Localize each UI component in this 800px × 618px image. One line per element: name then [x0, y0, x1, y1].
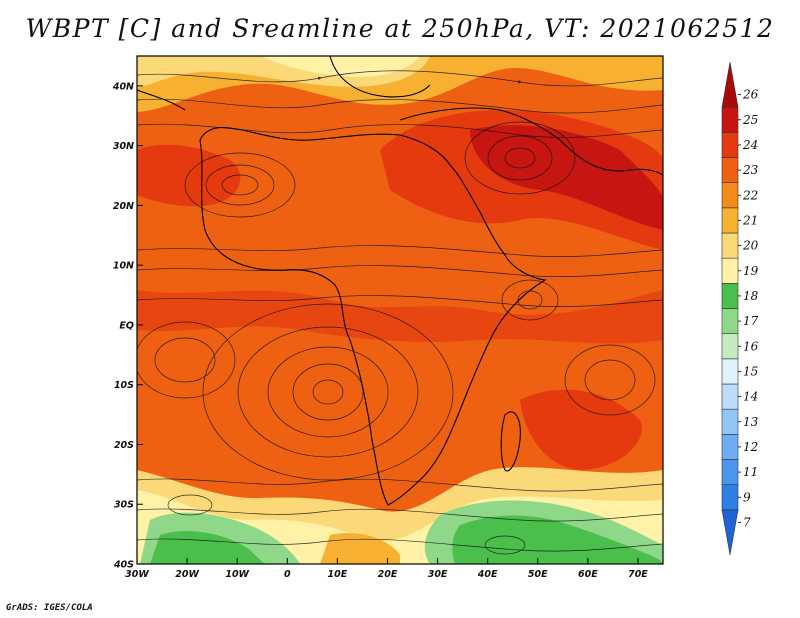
lon-tick-label: 50E: [528, 569, 548, 580]
colorbar-segment: [721, 358, 739, 385]
colorbar-segment: [721, 132, 739, 158]
longitude-axis: 30W 20W 10W 0 10E 20E 30E 40E 50E 60E 70E: [125, 558, 648, 580]
colorbar-segment: [721, 207, 739, 234]
colorbar-label: 7: [743, 515, 751, 529]
colorbar-label: 22: [742, 188, 758, 202]
lat-tick-label: 40S: [113, 560, 134, 571]
colorbar-segment: [721, 232, 739, 259]
colorbar-label: 17: [743, 314, 759, 328]
colorbar-label: 21: [742, 213, 758, 227]
lon-tick-label: 40E: [477, 569, 498, 580]
colorbar-label: 20: [742, 239, 759, 253]
lat-tick-label: 30N: [113, 141, 134, 152]
streamlines: [137, 70, 663, 555]
colorbar-segment: [721, 459, 739, 485]
colorbar-label: 24: [742, 138, 758, 152]
colorbar-segment: [721, 308, 739, 334]
colorbar-segment: [721, 257, 739, 284]
colorbar-segment: [721, 434, 739, 460]
lat-tick-label: 20N: [113, 201, 134, 212]
lat-tick-label: 10S: [114, 380, 134, 391]
map-title: WBPT [C] and Sreamline at 250hPa, VT: 20…: [25, 14, 775, 43]
colorbar-label: 9: [743, 490, 751, 504]
colorbar-label: 15: [743, 364, 758, 378]
wbpt-field: [137, 56, 663, 564]
colorbar-label: 18: [743, 289, 759, 303]
colorbar-label: 23: [742, 163, 759, 177]
colorbar: 7 9 11 12 13 14 15 16 17 18 19 20 21 22 23 24 25 26: [721, 61, 759, 556]
plot-frame: [136, 55, 664, 565]
lat-tick-label: 20S: [114, 440, 134, 451]
colorbar-label: 14: [743, 390, 758, 404]
colorbar-segment: [721, 484, 739, 511]
lon-tick-label: 60E: [578, 569, 598, 580]
lon-tick-label: 20E: [378, 569, 398, 580]
lon-tick-label: 10E: [328, 569, 348, 580]
colorbar-segment: [721, 509, 739, 556]
colorbar-segment: [721, 182, 739, 209]
lat-tick-label: 30S: [114, 500, 134, 511]
grads-credit: GrADS: IGES/COLA: [6, 603, 93, 613]
lat-tick-label: 40N: [112, 81, 134, 92]
colorbar-segment: [721, 157, 739, 183]
lat-tick-label: EQ: [119, 320, 134, 331]
colorbar-label: 13: [743, 415, 759, 429]
lat-tick-label: 10N: [113, 261, 134, 272]
lon-tick-label: 0: [284, 569, 291, 580]
colorbar-label: 12: [743, 440, 758, 454]
colorbar-label: 26: [742, 88, 759, 102]
lon-tick-label: 10W: [225, 569, 249, 580]
colorbar-label: 11: [743, 465, 758, 479]
lon-tick-label: 30E: [428, 569, 448, 580]
colorbar-segment: [721, 61, 739, 108]
lon-tick-label: 70E: [628, 569, 648, 580]
colorbar-segment: [721, 383, 739, 410]
colorbar-label: 19: [743, 264, 759, 278]
colorbar-segment: [721, 333, 739, 360]
colorbar-segment: [721, 408, 739, 435]
coastlines: [137, 56, 663, 506]
lon-tick-label: 30W: [125, 569, 149, 580]
latitude-axis: 40N 30N 20N 10N EQ 10S 20S 30S 40S: [112, 81, 143, 571]
colorbar-segment: [721, 283, 739, 309]
colorbar-label: 25: [742, 113, 758, 127]
colorbar-segment: [721, 106, 739, 133]
colorbar-label: 16: [743, 339, 759, 353]
lon-tick-label: 20W: [175, 569, 199, 580]
